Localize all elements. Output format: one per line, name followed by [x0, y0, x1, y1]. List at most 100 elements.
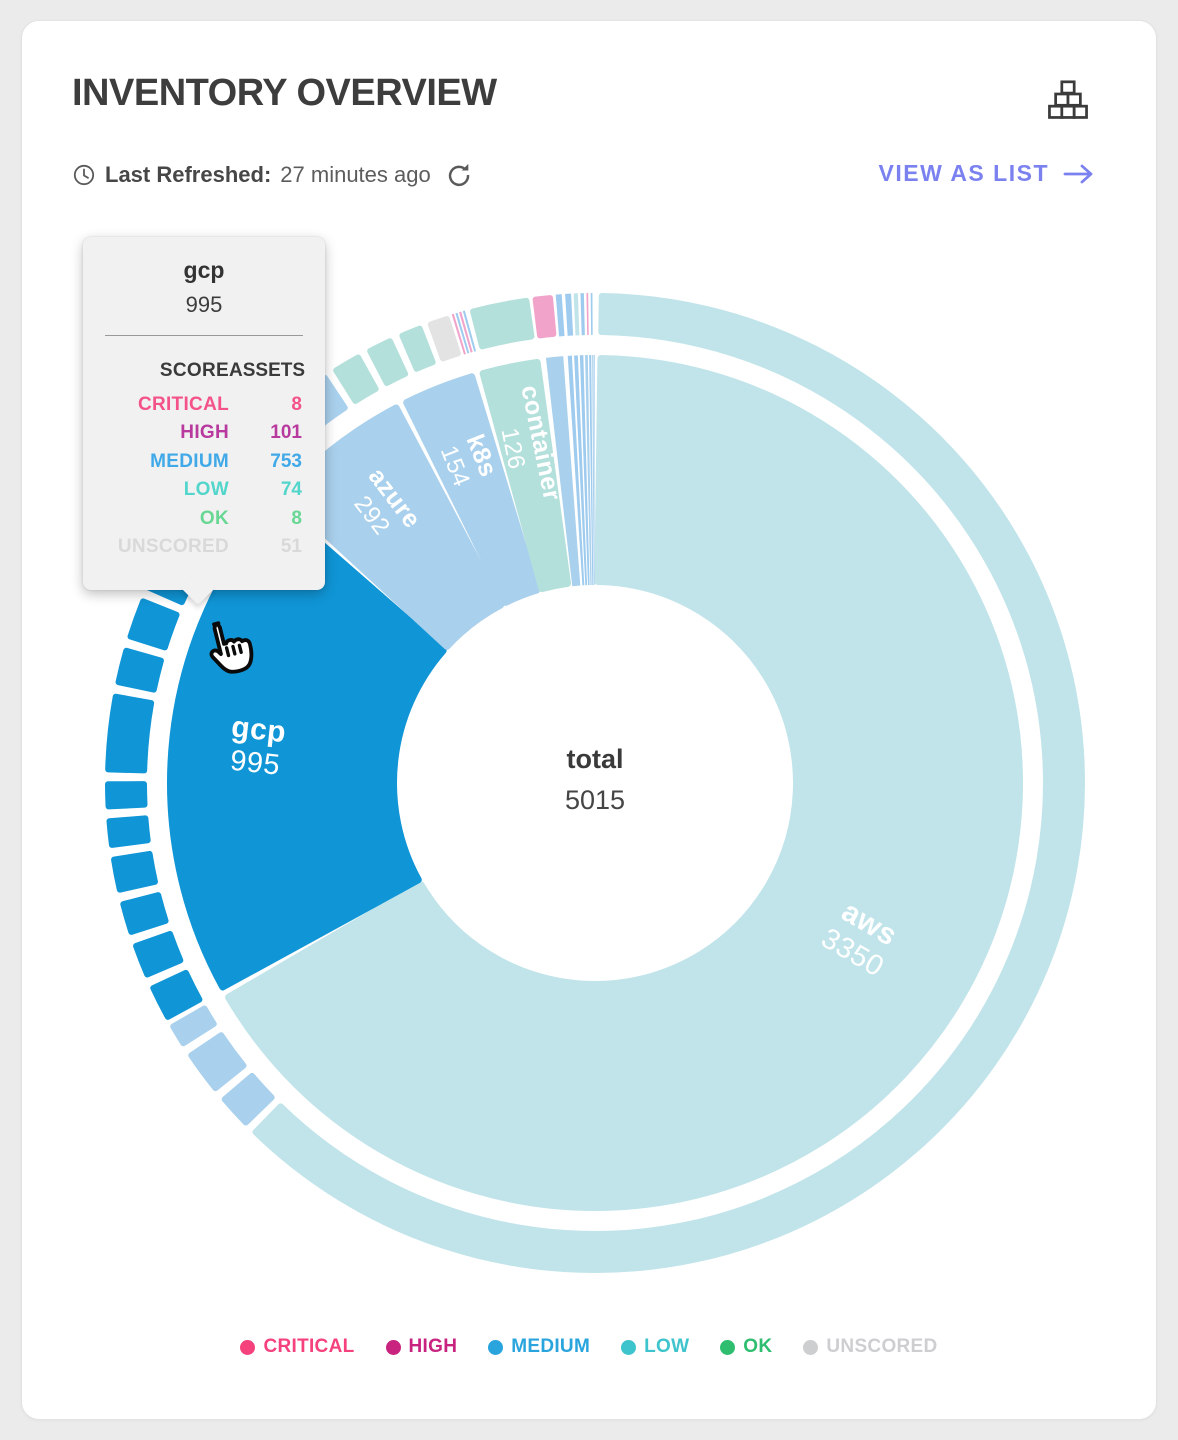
legend-label-medium: MEDIUM	[511, 1336, 591, 1357]
view-as-list-label: VIEW AS LIST	[878, 160, 1049, 186]
score-legend: CRITICAL HIGH MEDIUM LOW OK UNSCORED	[0, 1336, 1178, 1358]
legend-label-high: HIGH	[408, 1336, 458, 1357]
last-refreshed-row: Last Refreshed: 27 minutes ago	[72, 159, 472, 191]
tooltip-row-label: MEDIUM	[150, 450, 229, 472]
outer-segment[interactable]	[120, 892, 169, 935]
outer-segment[interactable]	[565, 293, 574, 336]
legend-item-low[interactable]: LOW	[621, 1336, 689, 1358]
tooltip-title: gcp	[183, 257, 225, 283]
outer-segment[interactable]	[333, 354, 379, 404]
slice-small[interactable]	[545, 356, 581, 587]
slice-small[interactable]	[574, 355, 588, 586]
outer-segment[interactable]	[427, 316, 461, 362]
outer-segment[interactable]	[573, 293, 580, 336]
outer-segment[interactable]	[399, 325, 436, 372]
refresh-icon[interactable]	[446, 162, 472, 188]
outer-segment[interactable]	[221, 1072, 275, 1126]
tooltip-row-value: 753	[270, 450, 302, 472]
tooltip-row-critical: CRITICAL 8	[107, 391, 302, 420]
legend-item-unscored[interactable]: UNSCORED	[803, 1336, 937, 1358]
tooltip-col-assets: ASSETS	[229, 360, 306, 382]
outer-segment[interactable]	[150, 969, 203, 1020]
slice-small[interactable]	[592, 355, 595, 585]
legend-item-high[interactable]: HIGH	[385, 1336, 458, 1358]
tooltip-col-score: SCORE	[159, 360, 229, 382]
outer-segment[interactable]	[127, 598, 180, 651]
arrow-right-icon	[1063, 164, 1093, 183]
tooltip-row-label: HIGH	[180, 422, 229, 444]
tooltip-row-low: LOW 74	[107, 476, 302, 505]
legend-label-unscored: UNSCORED	[826, 1336, 938, 1357]
page-title: INVENTORY OVERVIEW	[72, 72, 497, 114]
tooltip-score-table: SCORE ASSETS CRITICAL 8 HIGH 101 MEDIUM …	[107, 357, 306, 562]
tooltip-row-label: LOW	[183, 479, 229, 501]
tooltip-row-high: HIGH 101	[107, 419, 302, 448]
outer-segment[interactable]	[105, 781, 148, 810]
slice-aws[interactable]	[225, 355, 1023, 1211]
tooltip-total: 995	[185, 292, 223, 317]
tooltip-row-medium: MEDIUM 753	[107, 448, 302, 477]
last-refreshed-value: 27 minutes ago	[280, 162, 431, 187]
legend-dot-medium	[488, 1339, 504, 1355]
legend-dot-unscored	[803, 1339, 819, 1355]
clock-icon	[72, 163, 96, 187]
center-total-label: total	[566, 744, 624, 775]
legend-item-medium[interactable]: MEDIUM	[488, 1336, 590, 1358]
tooltip-row-value: 8	[291, 507, 302, 529]
tooltip-row-value: 101	[270, 422, 302, 444]
outer-segment[interactable]	[252, 293, 1085, 1273]
legend-label-low: LOW	[644, 1336, 690, 1357]
legend-dot-low	[621, 1339, 637, 1355]
inventory-blocks-icon[interactable]	[1046, 80, 1090, 120]
tooltip-header-row: SCORE ASSETS	[107, 357, 306, 386]
view-as-list-link[interactable]: VIEW AS LIST	[879, 160, 1096, 187]
chart-tooltip: gcp 995 SCORE ASSETS CRITICAL 8 HIGH 101…	[83, 237, 325, 605]
legend-label-critical: CRITICAL	[263, 1336, 355, 1357]
tooltip-row-value: 74	[280, 479, 302, 501]
outer-segment[interactable]	[111, 850, 158, 893]
outer-segment[interactable]	[105, 693, 155, 774]
slice-small[interactable]	[589, 355, 594, 586]
outer-segment[interactable]	[455, 312, 470, 354]
tooltip-row-label: OK	[199, 507, 229, 529]
slice-small[interactable]	[567, 355, 585, 586]
slice-container[interactable]	[479, 358, 572, 593]
legend-dot-ok	[720, 1339, 736, 1355]
tooltip-row-label: CRITICAL	[137, 393, 229, 415]
outer-segment[interactable]	[462, 310, 477, 352]
slice-k8s[interactable]	[403, 373, 540, 606]
outer-segment[interactable]	[367, 338, 409, 386]
tooltip-row-value: 51	[280, 536, 302, 558]
tooltip-row-value: 8	[291, 393, 302, 415]
outer-segment[interactable]	[115, 647, 164, 693]
outer-segment[interactable]	[555, 294, 565, 337]
tooltip-row-ok: OK 8	[107, 505, 302, 534]
outer-segment[interactable]	[532, 295, 557, 339]
legend-item-ok[interactable]: OK	[720, 1336, 772, 1358]
legend-label-ok: OK	[743, 1336, 773, 1357]
legend-dot-high	[385, 1339, 401, 1355]
outer-segment[interactable]	[133, 930, 184, 978]
center-total-value: 5015	[564, 785, 626, 816]
hand-cursor-icon	[192, 612, 259, 683]
last-refreshed-label: Last Refreshed:	[105, 162, 272, 187]
tooltip-row-label: UNSCORED	[117, 536, 229, 558]
outer-segment[interactable]	[451, 313, 466, 355]
outer-segment[interactable]	[459, 311, 473, 353]
slice-small[interactable]	[579, 355, 590, 586]
outer-segment[interactable]	[170, 1005, 217, 1047]
outer-segment[interactable]	[188, 1032, 247, 1092]
slice-small[interactable]	[585, 355, 592, 586]
tooltip-divider	[105, 335, 303, 336]
chart-center-total: total 5015	[565, 744, 625, 816]
slice-small[interactable]	[594, 354, 595, 585]
outer-segment[interactable]	[470, 297, 535, 350]
outer-segment[interactable]	[590, 293, 593, 336]
legend-item-critical[interactable]: CRITICAL	[240, 1336, 354, 1358]
outer-segment[interactable]	[586, 293, 589, 336]
tooltip-row-unscored: UNSCORED 51	[107, 533, 302, 562]
legend-dot-critical	[240, 1339, 256, 1355]
outer-segment[interactable]	[580, 293, 585, 336]
outer-segment[interactable]	[106, 815, 151, 848]
